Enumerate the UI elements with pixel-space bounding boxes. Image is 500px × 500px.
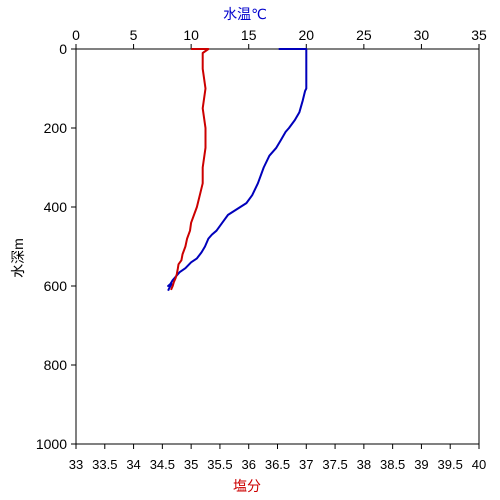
- bottom-tick-label: 37: [299, 457, 313, 472]
- top-tick-label: 25: [356, 27, 372, 43]
- top-tick-label: 0: [72, 27, 80, 43]
- salinity-profile-line: [170, 48, 210, 291]
- top-tick-label: 10: [183, 27, 199, 43]
- y-tick-label: 0: [59, 41, 67, 57]
- bottom-tick-label: 33: [69, 457, 83, 472]
- y-tick-label: 400: [44, 199, 68, 215]
- top-tick-label: 15: [241, 27, 257, 43]
- bottom-tick-label: 37.5: [322, 457, 347, 472]
- bottom-tick-label: 34: [126, 457, 140, 472]
- bottom-tick-label: 33.5: [92, 457, 117, 472]
- top-tick-label: 20: [298, 27, 314, 43]
- bottom-tick-label: 38.5: [380, 457, 405, 472]
- y-tick-label: 200: [44, 120, 68, 136]
- left-axis-ticks: 0 200 400 600 800 1000: [36, 41, 76, 452]
- y-tick-label: 800: [44, 357, 68, 373]
- top-axis-ticks: 0 5 10 15 20 25 30 35: [72, 27, 487, 49]
- y-tick-label: 600: [44, 278, 68, 294]
- top-tick-label: 5: [130, 27, 138, 43]
- bottom-tick-label: 34.5: [150, 457, 175, 472]
- bottom-tick-label: 35: [184, 457, 198, 472]
- y-axis-title: 水深m: [10, 238, 26, 278]
- bottom-tick-label: 39: [414, 457, 428, 472]
- temperature-profile-line: [167, 48, 308, 292]
- y-tick-label: 1000: [36, 436, 67, 452]
- series-layer: [167, 48, 308, 292]
- bottom-tick-label: 36.5: [265, 457, 290, 472]
- top-axis-title: 水温℃: [223, 6, 267, 22]
- bottom-tick-label: 36: [241, 457, 255, 472]
- plot-frame: [75, 48, 480, 445]
- bottom-tick-label: 40: [472, 457, 486, 472]
- bottom-tick-label: 35.5: [207, 457, 232, 472]
- bottom-axis-ticks: 33 33.5 34 34.5 35 35.5 36 36.5 37 37.5 38 38.5 39 39…: [69, 444, 486, 472]
- bottom-tick-label: 38: [357, 457, 371, 472]
- top-tick-label: 30: [414, 27, 430, 43]
- top-tick-label: 35: [471, 27, 487, 43]
- bottom-axis-title: 塩分: [233, 478, 261, 494]
- bottom-tick-label: 39.5: [438, 457, 463, 472]
